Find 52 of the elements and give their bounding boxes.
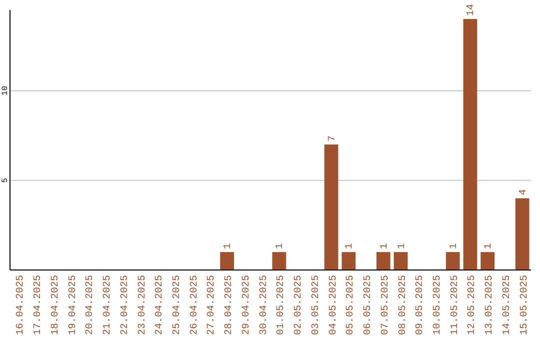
x-tick-label: 27.04.2025 [206,275,218,336]
data-label: 1 [275,243,286,250]
data-label: 1 [484,243,495,250]
data-label: 1 [448,243,460,250]
bar [220,252,234,270]
bar [394,252,408,270]
x-tick-label: 28.04.2025 [224,275,236,336]
x-tick-label: 21.04.2025 [102,275,114,336]
x-tick-label: 15.05.2025 [519,275,530,336]
x-tick-label: 22.04.2025 [120,275,131,336]
x-tick-label: 08.05.2025 [398,275,409,336]
x-tick-label: 30.04.2025 [258,275,270,336]
bar [480,252,495,270]
bar [446,252,460,270]
data-label: 4 [518,189,530,196]
x-tick-label: 02.05.2025 [294,275,305,336]
bar [376,252,390,270]
x-tick-label: 10.05.2025 [432,275,444,336]
data-label: 1 [223,243,234,250]
x-tick-label: 13.05.2025 [484,275,496,336]
x-tick-label: 25.04.2025 [172,275,183,336]
bar [342,252,356,270]
data-label: 1 [379,243,390,250]
x-tick-label: 20.04.2025 [85,275,96,336]
x-tick-label: 19.04.2025 [68,275,79,336]
x-tick-label: 07.05.2025 [380,275,392,336]
x-tick-label: 17.04.2025 [33,275,44,336]
data-label: 1 [396,243,408,250]
x-tick-label: 23.04.2025 [137,275,148,336]
y-tick-label: 5 [1,178,10,183]
x-tick-label: 11.05.2025 [450,275,461,336]
y-tick-label: 10 [1,86,10,96]
data-label: 7 [327,135,338,142]
bar [515,198,530,270]
x-tick-label: 01.05.2025 [276,275,288,336]
data-label: 1 [344,243,356,250]
data-label: 14 [466,4,478,16]
bar [463,18,478,270]
x-tick-label: 16.04.2025 [16,275,27,336]
x-tick-label: 18.04.2025 [50,275,62,336]
x-tick-label: 29.04.2025 [241,275,252,336]
x-tick-label: 14.05.2025 [502,275,513,336]
x-tick-label: 06.05.2025 [363,275,374,336]
x-tick-label: 05.05.2025 [346,275,357,336]
x-tick-label: 12.05.2025 [467,275,478,336]
x-tick-label: 24.04.2025 [154,275,166,336]
x-tick-label: 09.05.2025 [415,275,426,336]
bar [272,252,286,270]
x-tick-label: 03.05.2025 [310,275,322,336]
x-tick-label: 26.04.2025 [189,275,200,336]
x-tick-label: 04.05.2025 [328,275,340,336]
bar [324,144,338,270]
